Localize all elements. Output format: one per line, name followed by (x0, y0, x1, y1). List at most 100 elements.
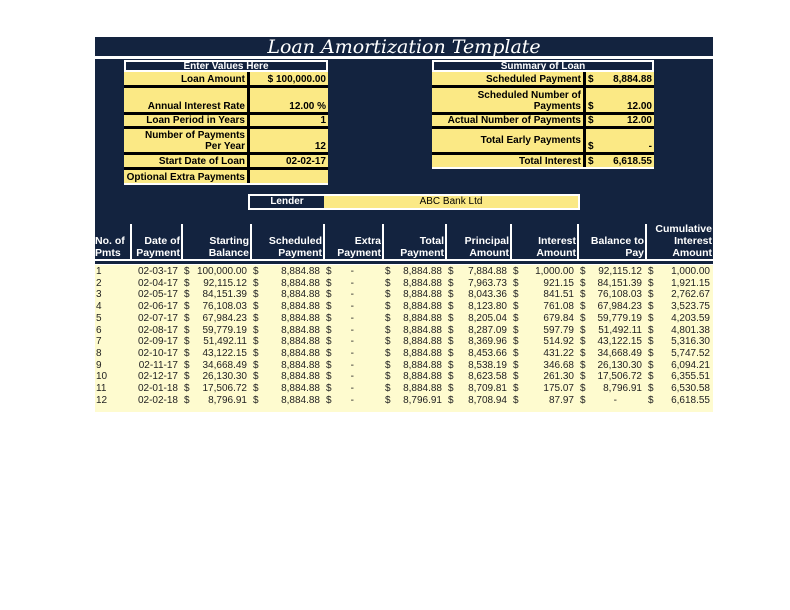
cell-value: 6,618.55 (671, 394, 710, 406)
currency-sign: $ (588, 141, 594, 152)
table-cell: $ - (323, 325, 382, 337)
column-header-text: Payment (136, 247, 180, 259)
cell-value: 02-06-17 (137, 301, 178, 313)
table-cell: $7,963.73 (445, 278, 510, 290)
cell-value: 8,884.88 (281, 336, 320, 348)
lender-field[interactable]: ABC Bank Ltd (324, 196, 578, 208)
table-cell: $ - (323, 383, 382, 395)
cell-value: 8,287.09 (468, 324, 507, 336)
currency-sign: $ (448, 289, 454, 301)
column-header-text: Pay (625, 247, 644, 259)
cell-value: 67,984.23 (202, 312, 248, 324)
table-cell: $1,000.00 (510, 266, 577, 278)
summary-table: Scheduled Payment $8,884.88 Scheduled Num… (432, 72, 654, 169)
table-cell: 4 (95, 301, 130, 313)
currency-sign: $ (588, 156, 594, 167)
table-row: 3 02-05-17 $84,151.39 $8,884.88 $ - $8,884.88 $… (95, 289, 713, 301)
cell-value: 8,884.88 (403, 289, 442, 301)
table-cell: 02-10-17 (130, 348, 181, 360)
table-row: 10 02-12-17 $26,130.30 $8,884.88 $ - $8,884.88… (95, 371, 713, 383)
table-cell: 3 (95, 289, 130, 301)
currency-sign: $ (648, 336, 654, 348)
currency-sign: $ (448, 371, 454, 383)
cell-value: 17,506.72 (202, 383, 248, 394)
currency-sign: $ (385, 277, 391, 289)
sched-num-value: 12.00 (626, 101, 652, 112)
table-cell: $43,122.15 (577, 336, 645, 348)
loan-amount-field[interactable]: $ 100,000.00 (250, 72, 328, 85)
table-cell: $ - (323, 360, 382, 372)
currency-sign: $ (580, 301, 586, 313)
currency-sign: $ (326, 371, 332, 383)
column-header: Balance to Pay (577, 224, 645, 261)
currency-sign: $ (580, 394, 586, 406)
table-cell: $6,618.55 (645, 395, 713, 407)
cell-value: 4,801.38 (671, 324, 710, 336)
table-cell: $514.92 (510, 336, 577, 348)
currency-sign: $ (385, 324, 391, 336)
cell-value: - (350, 394, 354, 406)
cell-value: 8,796.91 (208, 394, 247, 406)
table-cell: $6,094.21 (645, 360, 713, 372)
currency-sign: $ (580, 347, 586, 359)
currency-sign: $ (448, 324, 454, 336)
table-cell: $4,203.59 (645, 313, 713, 325)
column-header-text: Interest (674, 235, 712, 247)
table-cell: $84,151.39 (181, 289, 250, 301)
currency-sign: $ (588, 115, 594, 126)
table-cell: $8,884.88 (250, 395, 323, 407)
cell-value: 02-12-17 (137, 371, 178, 383)
table-cell: $ - (323, 395, 382, 407)
currency-sign: $ (648, 383, 654, 394)
cell-value: 5,316.30 (671, 336, 710, 348)
lender-label: Lender (270, 196, 304, 207)
cell-value: 67,984.23 (597, 301, 643, 313)
column-header: Principal Amount (445, 224, 510, 261)
table-cell: $17,506.72 (181, 383, 250, 395)
start-field[interactable]: 02-02-17 (250, 155, 328, 167)
cell-value: 8,205.04 (468, 312, 507, 324)
cell-value: 8,453.66 (468, 347, 507, 359)
table-cell: 02-05-17 (130, 289, 181, 301)
currency-sign: $ (326, 394, 332, 406)
column-header-text: Payment (278, 247, 322, 259)
rate-field[interactable]: 12.00 % (250, 88, 328, 112)
sched-pay-value: 8,884.88 (613, 74, 652, 85)
cell-value: 02-04-17 (137, 277, 178, 289)
cell-value: 6,094.21 (671, 359, 710, 371)
currency-sign: $ (513, 312, 519, 324)
extra-field[interactable] (250, 170, 328, 183)
period-field[interactable]: 1 (250, 115, 328, 126)
cell-value: - (350, 371, 354, 383)
cell-value: 8,884.88 (403, 301, 442, 313)
column-header-text: Extra (354, 235, 381, 247)
currency-sign: $ (648, 324, 654, 336)
currency-sign: $ (580, 289, 586, 301)
currency-sign: $ (588, 101, 594, 112)
currency-sign: $ (253, 277, 259, 289)
table-cell: $ - (323, 313, 382, 325)
cell-value: 8,884.88 (281, 394, 320, 406)
table-cell: $8,884.88 (382, 383, 445, 395)
table-row: 2 02-04-17 $92,115.12 $8,884.88 $ - $8,884.88 $… (95, 278, 713, 290)
cell-value: - (350, 383, 354, 394)
table-cell: $5,316.30 (645, 336, 713, 348)
table-cell: $8,623.58 (445, 371, 510, 383)
cell-value: 43,122.15 (202, 347, 248, 359)
currency-sign: $ (253, 336, 259, 348)
table-cell: $34,668.49 (181, 360, 250, 372)
cell-value: 02-03-17 (137, 266, 178, 277)
table-cell: $ - (323, 348, 382, 360)
npay-field[interactable]: 12 (250, 129, 328, 152)
currency-sign: $ (184, 371, 190, 383)
table-cell: $761.08 (510, 301, 577, 313)
cell-value: 84,151.39 (597, 277, 643, 289)
table-cell: $8,043.36 (445, 289, 510, 301)
table-cell: $43,122.15 (181, 348, 250, 360)
table-cell: 5 (95, 313, 130, 325)
table-cell: 8 (95, 348, 130, 360)
table-cell: 02-02-18 (130, 395, 181, 407)
column-header-text: No. of (95, 235, 125, 247)
currency-sign: $ (648, 347, 654, 359)
currency-sign: $ (326, 312, 332, 324)
